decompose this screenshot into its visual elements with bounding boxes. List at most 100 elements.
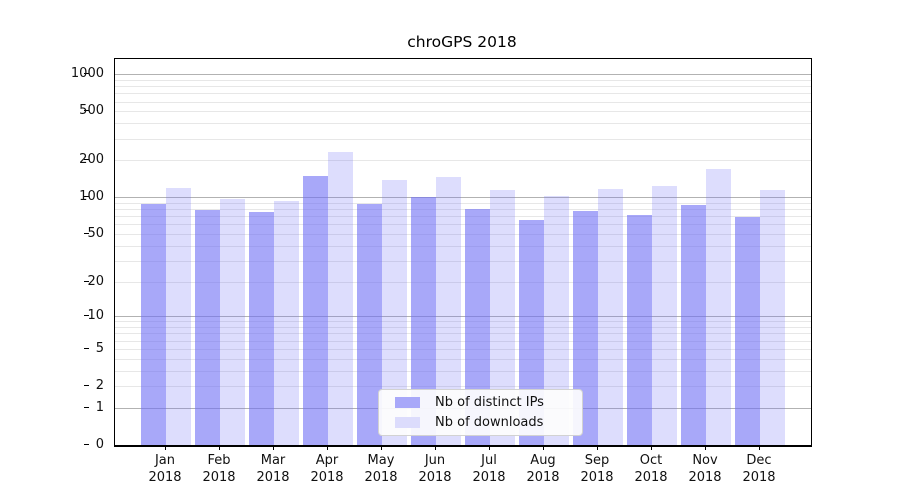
gridline-minor	[115, 333, 811, 335]
bar-downloads-dec	[760, 189, 785, 445]
legend-swatch-distinct-ips	[395, 397, 420, 408]
y-tick-label: 1	[95, 399, 104, 415]
legend-entry-distinct-ips: Nb of distinct IPs	[379, 395, 582, 410]
bar-distinct-ips-mar	[249, 211, 274, 445]
gridline-minor	[115, 321, 811, 323]
gridline-minor	[115, 93, 811, 95]
x-tick-label: Oct 2018	[624, 452, 678, 486]
gridline-minor	[115, 281, 811, 283]
x-tick-label: Mar 2018	[246, 452, 300, 486]
gridline-minor	[115, 358, 811, 360]
gridline-major	[115, 197, 811, 199]
y-tick-label: 2	[95, 378, 104, 394]
x-tick-year: 2018	[202, 470, 236, 485]
gridline-minor	[115, 327, 811, 329]
x-tick-mark	[705, 445, 706, 450]
x-tick-month: Jul	[481, 453, 497, 468]
bar-downloads-oct	[652, 185, 677, 445]
x-tick-month: Jan	[154, 453, 176, 468]
x-tick-mark	[435, 445, 436, 450]
y-tick-label: 1000	[70, 66, 104, 82]
x-tick-year: 2018	[148, 470, 182, 485]
x-tick-year: 2018	[472, 470, 506, 485]
y-tick-label: 50	[87, 226, 104, 242]
gridline-minor	[115, 245, 811, 247]
legend-swatch-downloads	[395, 417, 420, 428]
x-tick-year: 2018	[742, 470, 776, 485]
x-tick-label: Jul 2018	[462, 452, 516, 486]
gridline-minor	[115, 101, 811, 103]
bar-distinct-ips-nov	[681, 204, 706, 445]
chart-title: chroGPS 2018	[407, 33, 517, 51]
gridline-minor	[115, 386, 811, 388]
y-tick-mark	[84, 444, 89, 445]
gridline-minor	[115, 234, 811, 236]
x-tick-month: Aug	[530, 453, 556, 468]
x-tick-mark	[165, 445, 166, 450]
y-tick-label: 0	[95, 437, 104, 452]
legend: Nb of distinct IPs Nb of downloads	[378, 389, 583, 436]
bar-downloads-nov	[706, 169, 731, 445]
x-tick-mark	[219, 445, 220, 450]
x-tick-month: Jun	[424, 453, 446, 468]
legend-label-downloads: Nb of downloads	[435, 415, 544, 430]
x-tick-mark	[327, 445, 328, 450]
bar-distinct-ips-jan	[141, 204, 166, 445]
gridline-major	[115, 74, 811, 76]
x-tick-month: Mar	[260, 453, 286, 468]
bar-distinct-ips-may	[357, 204, 382, 445]
legend-entry-downloads: Nb of downloads	[379, 415, 582, 430]
gridline-minor	[115, 209, 811, 211]
bar-distinct-ips-dec	[735, 217, 760, 445]
gridline-minor	[115, 224, 811, 226]
gridline-minor	[115, 86, 811, 88]
x-tick-year: 2018	[688, 470, 722, 485]
x-tick-month: Nov	[692, 453, 718, 468]
x-tick-mark	[489, 445, 490, 450]
x-tick-label: Jun 2018	[408, 452, 462, 486]
x-tick-label: Nov 2018	[678, 452, 732, 486]
bar-downloads-apr	[328, 152, 353, 445]
gridline-minor	[115, 123, 811, 125]
gridline-minor	[115, 348, 811, 350]
y-tick-mark	[84, 347, 89, 349]
gridline-minor	[115, 79, 811, 81]
y-tick-label: 100	[79, 189, 104, 205]
x-tick-label: Sep 2018	[570, 452, 624, 486]
y-tick-label: 10	[87, 308, 104, 324]
bar-distinct-ips-apr	[303, 175, 328, 445]
gridline-minor	[115, 111, 811, 113]
gridline-minor	[115, 260, 811, 262]
bar-downloads-mar	[274, 201, 299, 445]
bar-distinct-ips-oct	[627, 214, 652, 445]
x-tick-month: Dec	[746, 453, 772, 468]
bar-downloads-feb	[220, 198, 245, 445]
y-tick-mark	[84, 233, 89, 235]
x-tick-mark	[381, 445, 382, 450]
x-tick-label: Apr 2018	[300, 452, 354, 486]
y-tick-mark	[84, 110, 89, 112]
y-tick-mark	[84, 196, 89, 198]
y-tick-label: 500	[79, 103, 104, 119]
x-tick-mark	[651, 445, 652, 450]
gridline-major	[115, 316, 811, 318]
x-tick-year: 2018	[256, 470, 290, 485]
x-tick-year: 2018	[310, 470, 344, 485]
x-tick-mark	[597, 445, 598, 450]
x-tick-month: Sep	[584, 453, 610, 468]
x-tick-mark	[273, 445, 274, 450]
x-tick-label: Aug 2018	[516, 452, 570, 486]
x-tick-mark	[759, 445, 760, 450]
gridline-minor	[115, 216, 811, 218]
y-tick-mark	[84, 159, 89, 161]
x-tick-month: Apr	[315, 453, 339, 468]
x-tick-label: Feb 2018	[192, 452, 246, 486]
x-tick-year: 2018	[634, 470, 668, 485]
x-tick-label: Jan 2018	[138, 452, 192, 486]
x-tick-year: 2018	[364, 470, 398, 485]
y-tick-label: 20	[87, 273, 104, 289]
y-tick-mark	[84, 406, 89, 408]
gridline-minor	[115, 370, 811, 372]
gridline-minor	[115, 340, 811, 342]
